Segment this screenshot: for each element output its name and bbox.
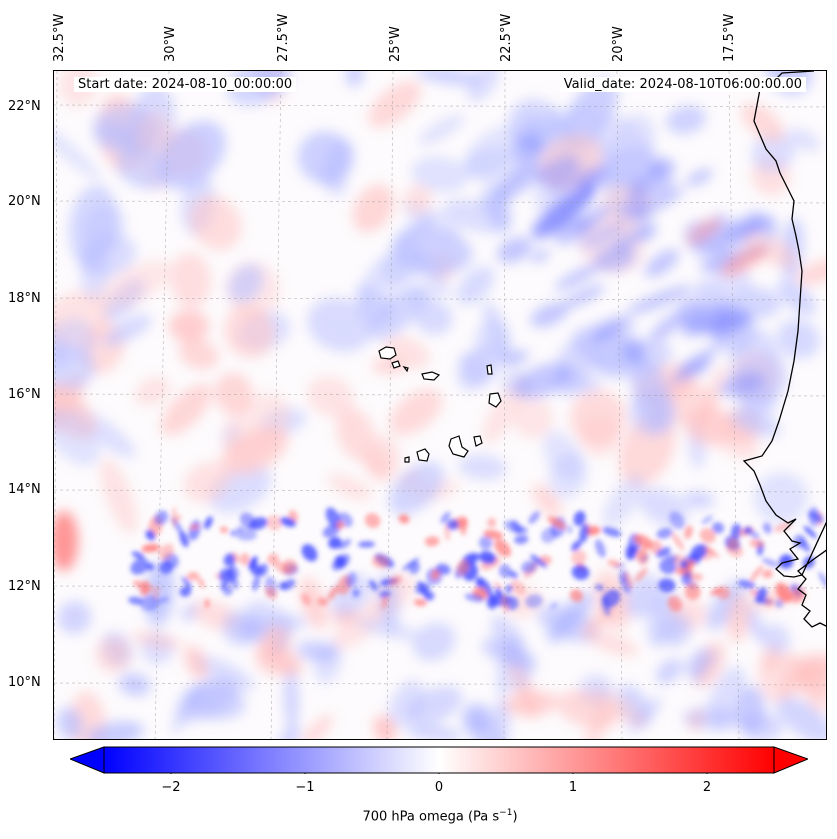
colorbar-extend-min xyxy=(70,746,105,774)
start-date-label: Start date: 2024-08-10_00:00:00 xyxy=(74,77,297,92)
africa-coastline xyxy=(742,71,826,628)
colorbar-extend-max xyxy=(773,746,808,774)
lon-label-20w: 20°W xyxy=(611,26,626,62)
valid-date-label: Valid_date: 2024-08-10T06:00:00.00 xyxy=(559,77,806,92)
lon-label-22-5w: 22.5°W xyxy=(499,13,514,62)
colorbar-title: 700 hPa omega (Pa s−1) xyxy=(362,808,518,825)
lat-label-16n: 16°N xyxy=(8,387,41,402)
colorbar-tick-2: 2 xyxy=(702,780,712,795)
lat-label-18n: 18°N xyxy=(8,291,41,306)
lon-label-25w: 25°W xyxy=(388,26,403,62)
map-panel: Start date: 2024-08-10_00:00:00 Valid_da… xyxy=(53,70,827,740)
colorbar-tick-0: 0 xyxy=(434,780,444,795)
lon-label-30w: 30°W xyxy=(163,26,178,62)
lon-label-17-5w: 17.5°W xyxy=(722,13,737,62)
graticule xyxy=(54,71,826,739)
colorbar-body xyxy=(103,746,775,774)
lat-label-14n: 14°N xyxy=(8,482,41,497)
lat-label-10n: 10°N xyxy=(8,675,41,690)
colorbar-tick-neg2: −2 xyxy=(161,780,181,795)
cape-verde-islands xyxy=(378,346,502,463)
lon-label-32-5w: 32.5°W xyxy=(52,13,67,62)
lat-label-20n: 20°N xyxy=(8,194,41,209)
colorbar-tick-neg1: −1 xyxy=(295,780,315,795)
colorbar-tick-1: 1 xyxy=(568,780,578,795)
omega-field xyxy=(54,71,826,739)
lat-label-12n: 12°N xyxy=(8,579,41,594)
lon-label-27-5w: 27.5°W xyxy=(276,13,291,62)
colorbar xyxy=(70,746,808,774)
lat-label-22n: 22°N xyxy=(8,99,41,114)
